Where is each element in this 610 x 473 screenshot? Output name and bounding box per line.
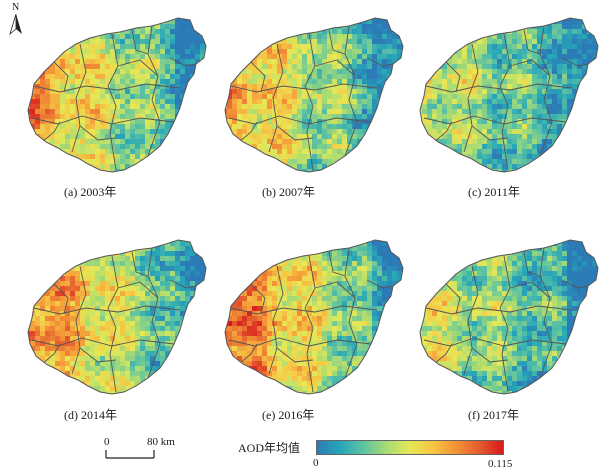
caption-e: (e) 2016年 bbox=[262, 408, 315, 422]
caption-f: (f) 2017年 bbox=[468, 408, 519, 422]
county-boundary bbox=[276, 125, 314, 141]
map-panel bbox=[224, 17, 404, 173]
county-boundary bbox=[423, 337, 567, 347]
map-panel bbox=[419, 17, 599, 173]
county-boundary bbox=[230, 305, 378, 315]
county-boundary bbox=[314, 59, 356, 77]
county-boundary bbox=[117, 59, 159, 77]
county-boundary bbox=[117, 281, 159, 299]
county-boundary bbox=[169, 57, 197, 67]
caption-c: (c) 2011年 bbox=[468, 185, 520, 199]
county-boundary bbox=[539, 247, 553, 379]
county-boundary bbox=[344, 247, 358, 379]
scale-bar bbox=[105, 450, 155, 459]
county-boundary bbox=[445, 283, 461, 315]
north-arrow-icon bbox=[9, 14, 22, 36]
county-boundary bbox=[250, 283, 266, 315]
island-outline bbox=[419, 239, 599, 395]
county-boundary bbox=[238, 343, 258, 365]
county-boundary bbox=[238, 121, 258, 143]
aod-field bbox=[28, 240, 206, 394]
island-outline bbox=[27, 17, 207, 173]
north-label: N bbox=[12, 2, 20, 13]
caption-a: (a) 2003年 bbox=[64, 185, 117, 199]
county-boundary bbox=[230, 83, 378, 93]
county-boundary bbox=[463, 265, 479, 375]
map-panel bbox=[224, 239, 404, 395]
county-boundary bbox=[228, 115, 372, 125]
county-boundary bbox=[539, 25, 553, 157]
county-boundary bbox=[33, 305, 181, 315]
county-boundary bbox=[523, 29, 541, 55]
county-boundary bbox=[41, 343, 61, 365]
legend-min: 0 bbox=[313, 457, 319, 469]
island-outline bbox=[419, 17, 599, 173]
county-boundary bbox=[169, 279, 197, 289]
legend-colorbar bbox=[316, 440, 504, 455]
county-boundary bbox=[71, 43, 87, 153]
county-boundary bbox=[31, 337, 175, 347]
county-boundary bbox=[425, 305, 573, 315]
county-boundary bbox=[509, 59, 551, 77]
county-boundary bbox=[147, 25, 161, 157]
county-boundary bbox=[445, 61, 461, 93]
county-boundary bbox=[41, 121, 61, 143]
county-boundary bbox=[471, 125, 509, 141]
county-boundary bbox=[131, 251, 149, 277]
county-boundary bbox=[344, 25, 358, 157]
map-panel bbox=[27, 239, 207, 395]
county-boundary bbox=[147, 247, 161, 379]
county-boundary bbox=[268, 265, 284, 375]
legend-title: AOD年均值 bbox=[238, 441, 300, 455]
county-boundary bbox=[79, 125, 117, 141]
island-outline bbox=[224, 239, 404, 395]
aod-field bbox=[28, 18, 206, 172]
county-boundary bbox=[328, 251, 346, 277]
county-boundary bbox=[561, 279, 589, 289]
island-outline bbox=[27, 239, 207, 395]
county-boundary bbox=[314, 281, 356, 299]
caption-d: (d) 2014年 bbox=[64, 408, 117, 422]
county-boundary bbox=[228, 337, 372, 347]
aod-field bbox=[420, 240, 598, 394]
county-boundary bbox=[433, 343, 453, 365]
scale-end: 80 km bbox=[147, 436, 175, 448]
county-boundary bbox=[33, 83, 181, 93]
caption-b: (b) 2007年 bbox=[262, 185, 315, 199]
county-boundary bbox=[366, 279, 394, 289]
county-boundary bbox=[433, 121, 453, 143]
county-boundary bbox=[250, 61, 266, 93]
legend-max: 0.115 bbox=[488, 458, 513, 470]
county-boundary bbox=[53, 283, 69, 315]
county-boundary bbox=[561, 57, 589, 67]
county-boundary bbox=[31, 115, 175, 125]
county-boundary bbox=[471, 347, 509, 363]
island-outline bbox=[224, 17, 404, 173]
county-boundary bbox=[366, 57, 394, 67]
county-boundary bbox=[423, 115, 567, 125]
county-boundary bbox=[463, 43, 479, 153]
county-boundary bbox=[131, 29, 149, 55]
map-panel bbox=[419, 239, 599, 395]
aod-field bbox=[420, 18, 598, 172]
county-boundary bbox=[53, 61, 69, 93]
county-boundary bbox=[509, 281, 551, 299]
aod-field bbox=[225, 18, 403, 172]
county-boundary bbox=[268, 43, 284, 153]
county-boundary bbox=[71, 265, 87, 375]
county-boundary bbox=[328, 29, 346, 55]
county-boundary bbox=[425, 83, 573, 93]
county-boundary bbox=[79, 347, 117, 363]
aod-field bbox=[225, 240, 403, 394]
county-boundary bbox=[276, 347, 314, 363]
map-panel bbox=[27, 17, 207, 173]
scale-start: 0 bbox=[104, 436, 110, 448]
county-boundary bbox=[523, 251, 541, 277]
